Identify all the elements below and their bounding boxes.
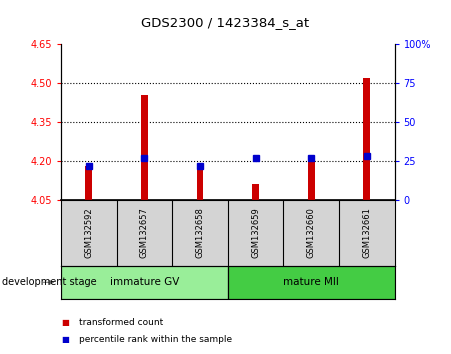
Text: ■: ■ <box>61 318 69 327</box>
Bar <box>228 266 395 299</box>
Text: GSM132592: GSM132592 <box>84 207 93 258</box>
Bar <box>141 95 147 200</box>
Text: GDS2300 / 1423384_s_at: GDS2300 / 1423384_s_at <box>142 16 309 29</box>
Bar <box>85 166 92 200</box>
Text: GSM132659: GSM132659 <box>251 207 260 258</box>
Bar <box>252 184 259 200</box>
Text: GSM132658: GSM132658 <box>195 207 204 258</box>
Text: ■: ■ <box>61 335 69 344</box>
Text: percentile rank within the sample: percentile rank within the sample <box>79 335 232 344</box>
Bar <box>364 78 370 200</box>
Text: GSM132660: GSM132660 <box>307 207 316 258</box>
Bar <box>61 266 228 299</box>
Text: mature MII: mature MII <box>283 277 339 287</box>
Text: development stage: development stage <box>2 277 97 287</box>
Text: GSM132657: GSM132657 <box>140 207 149 258</box>
Bar <box>308 157 314 200</box>
Text: transformed count: transformed count <box>79 318 163 327</box>
Text: immature GV: immature GV <box>110 277 179 287</box>
Text: GSM132661: GSM132661 <box>362 207 371 258</box>
Bar <box>197 167 203 200</box>
